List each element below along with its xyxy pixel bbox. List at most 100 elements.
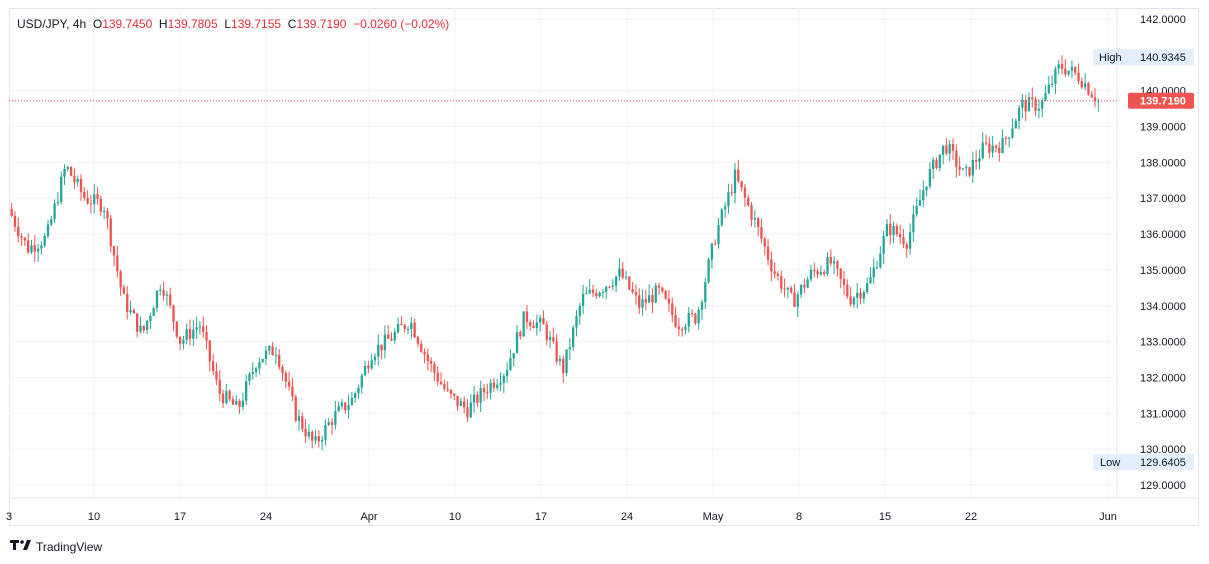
candle-body	[562, 358, 565, 374]
candle-body	[139, 325, 142, 332]
candle-body	[671, 303, 674, 316]
candle-body	[575, 316, 578, 328]
candle-body	[1067, 70, 1070, 75]
candle-body	[803, 284, 806, 288]
candle-body	[20, 236, 23, 238]
candle-body	[819, 272, 823, 275]
candle-body	[363, 365, 367, 376]
candle-body	[43, 235, 46, 246]
candle-body	[1037, 108, 1041, 111]
symbol-label[interactable]: USD/JPY	[17, 17, 67, 31]
candle-body	[773, 271, 776, 274]
candle-body	[334, 410, 337, 425]
candle-body	[667, 298, 671, 304]
candle-body	[1021, 99, 1024, 108]
candle-body	[413, 322, 416, 338]
y-tick-label: 136.0000	[1140, 229, 1186, 241]
candle-body	[740, 181, 743, 188]
footer-brand[interactable]: TradingView	[10, 539, 102, 554]
candle-body	[790, 287, 793, 293]
candle-body	[377, 344, 380, 357]
candle-body	[456, 395, 459, 406]
last-price-value: 139.7190	[1140, 96, 1186, 108]
candle-body	[512, 353, 515, 359]
candle-body	[661, 287, 664, 292]
candle-body	[459, 401, 463, 406]
candle-body	[776, 273, 780, 276]
open-key: O	[92, 17, 103, 31]
candle-body	[885, 223, 889, 237]
candle-body	[99, 198, 102, 212]
y-tick-label: 131.0000	[1140, 408, 1186, 420]
last-price-badge	[1128, 92, 1194, 109]
candle-body	[862, 292, 865, 299]
candle-body	[142, 325, 145, 331]
candle-body	[238, 400, 241, 407]
candle-body	[149, 315, 152, 321]
candle-body	[796, 294, 799, 307]
candle-body	[122, 287, 126, 294]
candle-body	[535, 322, 538, 329]
y-tick-label: 132.0000	[1140, 372, 1186, 384]
candle-body	[235, 400, 238, 405]
candle-body	[595, 292, 598, 297]
candle-body	[932, 159, 935, 170]
candle-body	[410, 322, 413, 330]
candle-body	[27, 240, 30, 253]
candle-body	[707, 259, 710, 283]
candle-body	[367, 365, 370, 369]
candle-body	[380, 344, 383, 351]
candle-body	[799, 284, 803, 295]
candle-body	[211, 361, 215, 372]
candle-body	[1054, 68, 1057, 84]
time-axis[interactable]: 3 10 17 24 Apr 10 17 24 May 8 15 22 Jun	[6, 511, 1117, 523]
y-tick-label: 142.0000	[1140, 14, 1186, 26]
tradingview-logo-icon	[10, 539, 32, 554]
candle-body	[1090, 94, 1093, 98]
low-marker-label: Low	[1100, 457, 1120, 469]
candle-body	[654, 285, 657, 303]
candle-body	[941, 145, 945, 155]
candle-body	[657, 285, 661, 288]
price-axis[interactable]: 129.0000 130.0000 131.0000 132.0000 133.0000…	[1140, 14, 1186, 492]
candle-body	[1011, 128, 1014, 138]
candle-body	[786, 287, 790, 290]
candle-body	[869, 277, 872, 284]
candle-body	[968, 167, 971, 176]
candle-body	[829, 257, 832, 264]
candle-body	[958, 166, 961, 170]
candle-body	[647, 295, 651, 303]
candle-body	[60, 176, 63, 203]
candle-body	[760, 227, 763, 239]
candle-body	[489, 382, 492, 393]
candle-body	[116, 255, 119, 272]
candle-body	[330, 422, 334, 425]
brand-name: TradingView	[36, 539, 103, 554]
candle-body	[529, 322, 532, 326]
y-tick-label: 138.0000	[1140, 157, 1186, 169]
candle-body	[750, 205, 753, 220]
candle-body	[565, 349, 568, 374]
candle-body	[727, 192, 730, 207]
candle-body	[839, 268, 842, 279]
candle-body	[175, 321, 178, 337]
candle-body	[918, 200, 922, 206]
candle-body	[486, 392, 489, 394]
candle-body	[1041, 100, 1044, 109]
interval-label[interactable]: 4h	[72, 17, 87, 31]
candle-body	[307, 431, 311, 437]
candle-body	[231, 399, 235, 405]
candle-body	[826, 257, 829, 274]
candle-body	[697, 309, 700, 324]
candle-body	[624, 276, 628, 278]
candle-body	[889, 223, 892, 235]
candle-body	[314, 436, 317, 441]
candle-body	[720, 209, 723, 225]
candle-body	[948, 144, 951, 154]
x-tick-label: 17	[535, 511, 547, 523]
candle-body	[859, 292, 862, 299]
candle-body	[406, 329, 410, 331]
candle-body	[605, 286, 608, 292]
candle-body	[723, 206, 727, 210]
